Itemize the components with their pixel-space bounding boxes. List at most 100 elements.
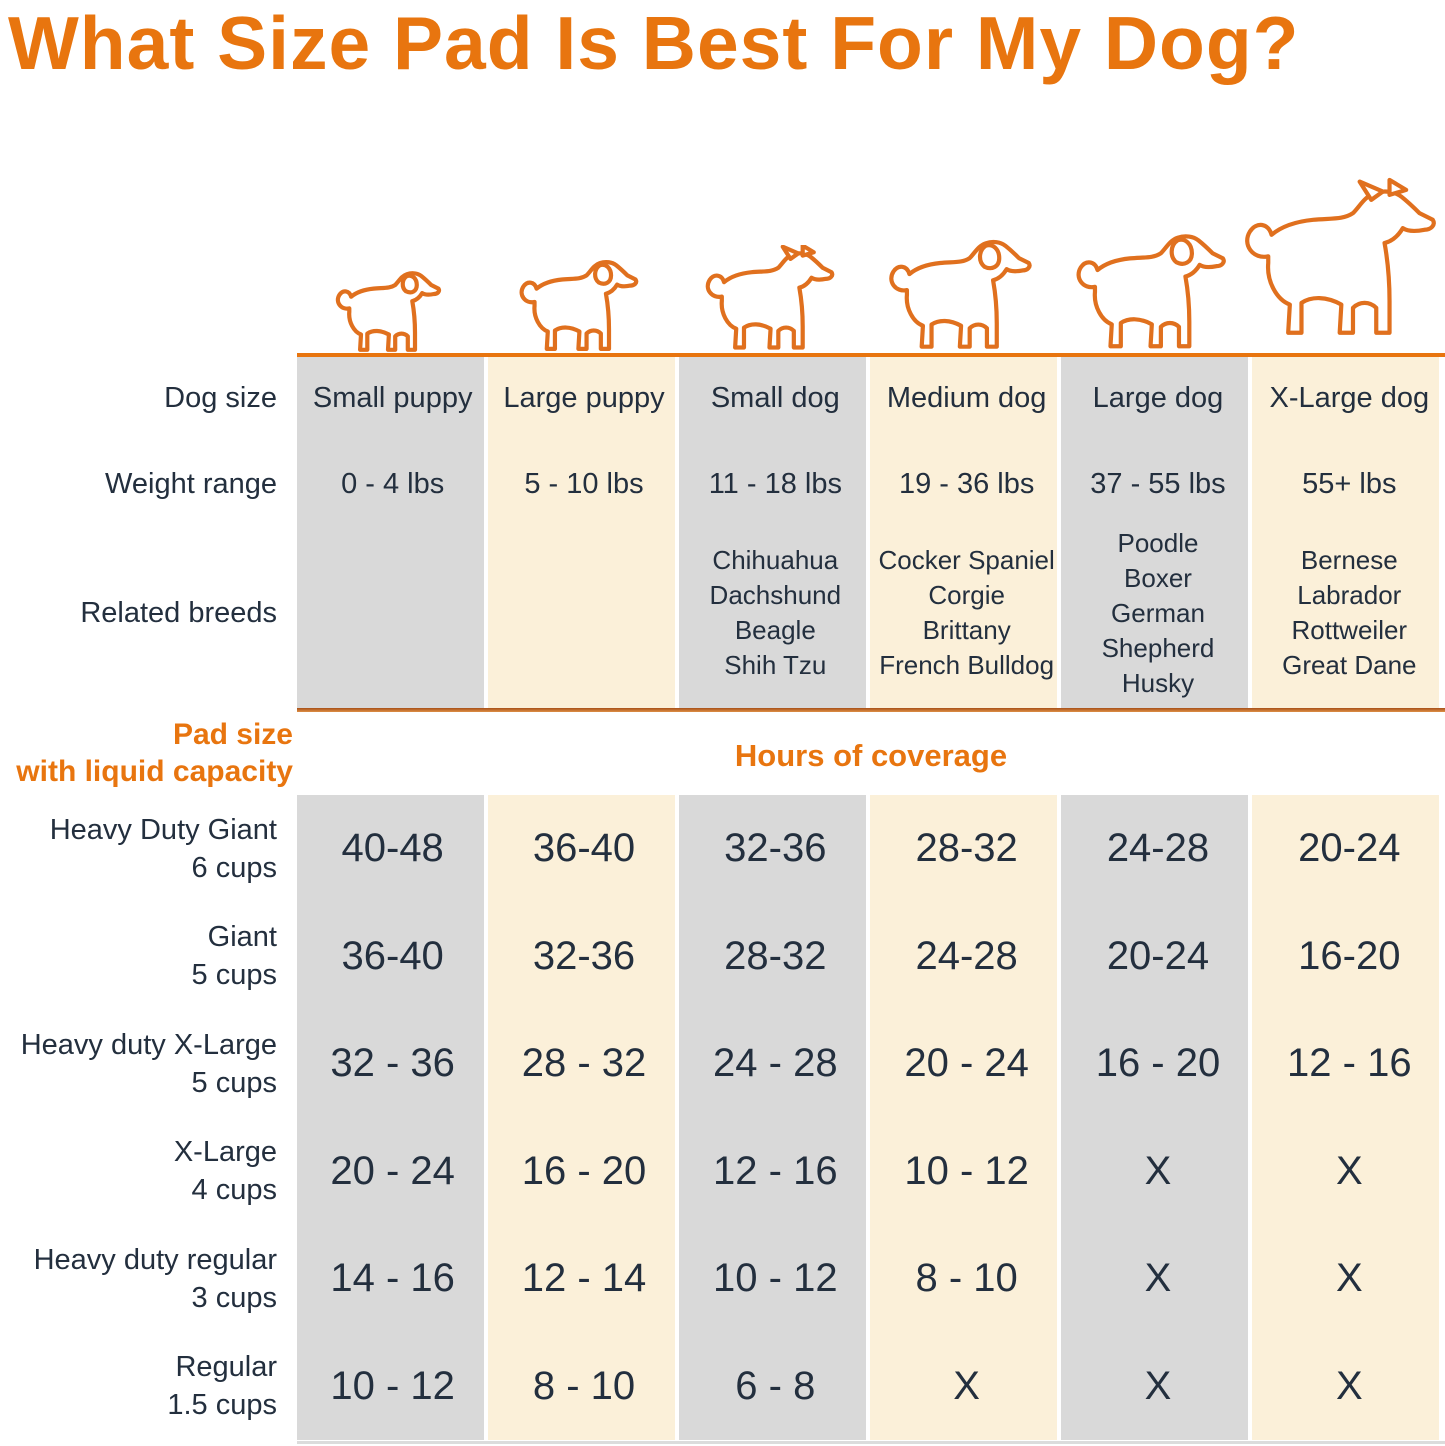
column-background: [1061, 795, 1248, 1440]
bottom-edge-line: [297, 1441, 1445, 1444]
hours-cell: 12 - 16: [1287, 1041, 1412, 1086]
pad-row-label: Giant 5 cups: [0, 903, 297, 1011]
pad-capacity: 5 cups: [191, 959, 277, 992]
pad-name: Giant: [207, 921, 277, 954]
column-background: [870, 357, 1057, 708]
hours-cell: 24 - 28: [713, 1041, 838, 1086]
hours-cell: 20 - 24: [904, 1041, 1029, 1086]
small-puppy-dog-icon: [334, 267, 451, 357]
column-background: [1061, 357, 1248, 708]
hours-cell: X: [1144, 1256, 1172, 1301]
column-background: [488, 795, 675, 1440]
dog-size-header: X-Large dog: [1269, 381, 1430, 414]
column-background: [679, 795, 866, 1440]
hours-cell: 16 - 20: [521, 1148, 647, 1193]
hours-cell: 20 - 24: [330, 1148, 455, 1193]
related-breeds-list: Poodle Boxer German Shepherd Husky: [1101, 527, 1215, 698]
pad-size-header-line1: Pad size: [172, 718, 293, 751]
dog-size-header: Large dog: [1092, 381, 1224, 414]
section-divider-line: [297, 708, 1445, 712]
hours-cell: 28-32: [724, 933, 827, 978]
hours-cell: 24-28: [1106, 826, 1210, 871]
column-background: [679, 357, 866, 708]
pad-capacity: 5 cups: [191, 1066, 277, 1099]
table-row-heavy-duty-x-large: Heavy duty X-Large 5 cups 32 - 36 28 - 3…: [0, 1010, 1445, 1118]
pad-row-label: Heavy duty regular 3 cups: [0, 1225, 297, 1333]
related-breeds-row: Related breeds Chihuahua Dachshund Beagl…: [0, 520, 1445, 706]
hours-cell: X: [1144, 1363, 1172, 1408]
weight-range-value: 37 - 55 lbs: [1090, 467, 1226, 500]
table-row-heavy-duty-regular: Heavy duty regular 3 cups 14 - 16 12 - 1…: [0, 1225, 1445, 1333]
column-background: [488, 357, 675, 708]
pad-capacity: 6 cups: [191, 851, 277, 884]
large-puppy-dog-icon: [517, 255, 650, 357]
page-title: What Size Pad Is Best For My Dog?: [8, 1, 1300, 85]
pad-name: Heavy duty regular: [33, 1243, 277, 1276]
dog-size-header: Large puppy: [503, 381, 665, 414]
weight-range-row-label: Weight range: [105, 467, 277, 500]
dog-size-header: Medium dog: [886, 381, 1047, 414]
weight-range-value: 5 - 10 lbs: [524, 467, 644, 500]
related-breeds-list: Chihuahua Dachshund Beagle Shih Tzu: [709, 545, 842, 680]
ground-line: [297, 353, 1445, 357]
hours-cell: 20-24: [1106, 933, 1210, 978]
pad-row-label: Heavy Duty Giant 6 cups: [0, 795, 297, 903]
hours-cell: 12 - 14: [521, 1256, 647, 1301]
related-breeds-list: [297, 520, 488, 706]
hours-cell: 32-36: [532, 933, 636, 978]
dog-size-header: Small puppy: [312, 381, 473, 414]
column-background: [870, 795, 1057, 1440]
x-large-dog-great-dane-icon: [1240, 169, 1445, 357]
weight-range-value: 0 - 4 lbs: [341, 467, 445, 500]
hours-cell: 12 - 16: [713, 1148, 838, 1193]
related-breeds-list: [488, 520, 679, 706]
hours-cell: X: [953, 1363, 980, 1408]
dog-size-row-label: Dog size: [164, 381, 277, 414]
weight-range-value: 55+ lbs: [1302, 467, 1397, 500]
pad-capacity: 4 cups: [191, 1174, 277, 1207]
hours-cell: 28-32: [915, 826, 1018, 871]
hours-of-coverage-header: Hours of coverage: [734, 738, 1008, 773]
related-breeds-list: Bernese Labrador Rottweiler Great Dane: [1282, 545, 1417, 680]
related-breeds-row-label: Related breeds: [80, 596, 277, 629]
hours-cell: 36-40: [532, 826, 636, 871]
hours-cell: X: [1335, 1363, 1363, 1408]
pad-name: Heavy Duty Giant: [49, 813, 277, 846]
pad-name: Regular: [175, 1351, 277, 1384]
hours-cell: 28 - 32: [521, 1041, 647, 1086]
hours-cell: 10 - 12: [904, 1148, 1029, 1193]
weight-range-value: 19 - 36 lbs: [898, 467, 1035, 500]
hours-cell: 10 - 12: [330, 1363, 455, 1408]
hours-cell: 8 - 10: [532, 1363, 636, 1408]
pad-name: Heavy duty X-Large: [20, 1028, 277, 1061]
hours-cell: 20-24: [1298, 826, 1401, 871]
pad-name: X-Large: [173, 1136, 277, 1169]
hours-cell: X: [1335, 1148, 1363, 1193]
column-background: [1252, 795, 1439, 1440]
table-row-heavy-duty-giant: Heavy Duty Giant 6 cups 40-48 36-40 32-3…: [0, 795, 1445, 903]
large-dog-labrador-icon: [1073, 227, 1241, 357]
pad-row-label: Regular 1.5 cups: [0, 1333, 297, 1441]
hours-cell: 8 - 10: [915, 1256, 1018, 1301]
column-background: [297, 795, 484, 1440]
hours-cell: 40-48: [341, 826, 444, 871]
hours-data-grid: Heavy Duty Giant 6 cups 40-48 36-40 32-3…: [0, 795, 1445, 1440]
pad-size-header-line2: with liquid capacity: [16, 755, 293, 788]
hours-cell: X: [1335, 1256, 1363, 1301]
hours-cell: 14 - 16: [330, 1256, 455, 1301]
medium-dog-spaniel-icon: [886, 233, 1046, 357]
pad-row-label: X-Large 4 cups: [0, 1118, 297, 1226]
column-background: [297, 357, 484, 708]
pad-capacity: 1.5 cups: [167, 1389, 277, 1422]
table-row-x-large: X-Large 4 cups 20 - 24 16 - 20 12 - 16 1…: [0, 1118, 1445, 1226]
hours-cell: 10 - 12: [713, 1256, 838, 1301]
table-row-regular: Regular 1.5 cups 10 - 12 8 - 10 6 - 8 X …: [0, 1333, 1445, 1441]
related-breeds-list: Cocker Spaniel Corgie Brittany French Bu…: [878, 545, 1055, 680]
dog-size-row: Dog size Small puppy Large puppy Small d…: [0, 366, 1445, 430]
pad-row-label: Heavy duty X-Large 5 cups: [0, 1010, 297, 1118]
pad-size-header: Pad size with liquid capacity: [0, 716, 293, 790]
small-dog-chihuahua-icon: [703, 245, 847, 357]
hours-cell: X: [1144, 1148, 1172, 1193]
dog-size-header: Small dog: [710, 381, 840, 414]
